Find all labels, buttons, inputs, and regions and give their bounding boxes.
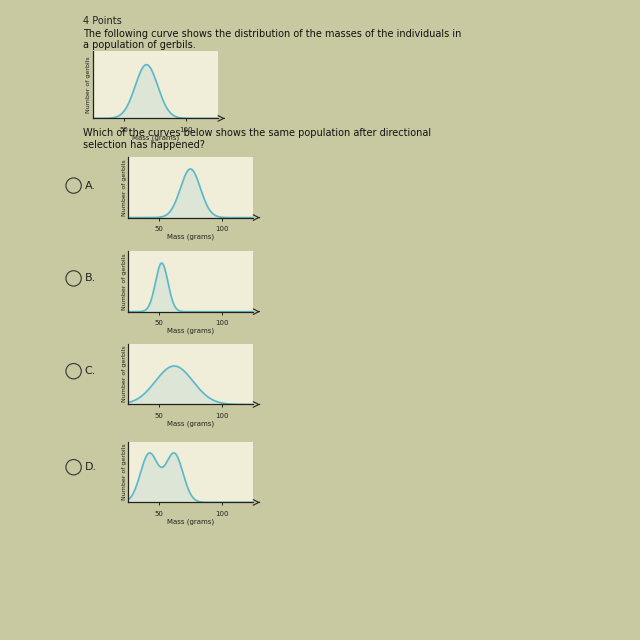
Text: B.: B. xyxy=(84,273,96,284)
Y-axis label: Number of gerbils: Number of gerbils xyxy=(122,253,127,310)
Text: 4 Points: 4 Points xyxy=(83,16,122,26)
Text: C.: C. xyxy=(84,366,96,376)
X-axis label: Mass (grams): Mass (grams) xyxy=(167,518,214,525)
Text: D.: D. xyxy=(84,462,97,472)
Y-axis label: Number of gerbils: Number of gerbils xyxy=(122,444,127,500)
X-axis label: Mass (grams): Mass (grams) xyxy=(167,420,214,427)
Text: The following curve shows the distribution of the masses of the individuals in
a: The following curve shows the distributi… xyxy=(83,29,461,51)
Text: A.: A. xyxy=(84,180,95,191)
Y-axis label: Number of gerbils: Number of gerbils xyxy=(122,159,127,216)
Y-axis label: Number of gerbils: Number of gerbils xyxy=(86,56,92,113)
X-axis label: Mass (grams): Mass (grams) xyxy=(132,134,179,141)
X-axis label: Mass (grams): Mass (grams) xyxy=(167,234,214,240)
Y-axis label: Number of gerbils: Number of gerbils xyxy=(122,346,127,403)
Text: Which of the curves below shows the same population after directional
selection : Which of the curves below shows the same… xyxy=(83,128,431,150)
X-axis label: Mass (grams): Mass (grams) xyxy=(167,328,214,334)
